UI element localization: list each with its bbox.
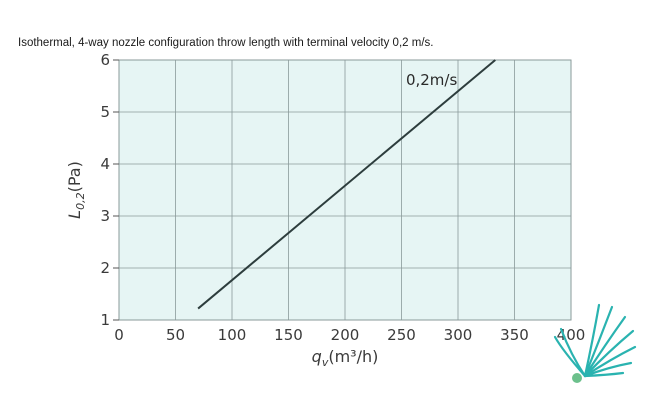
x-tick-label: 0 <box>114 326 124 344</box>
chart-title: Isothermal, 4-way nozzle configuration t… <box>18 37 434 49</box>
grid-lines <box>119 60 571 320</box>
x-tick-label: 300 <box>444 326 473 344</box>
y-axis-ticks: 1 2 3 4 5 6 <box>100 51 119 329</box>
x-axis-ticks: 0 50 100 150 200 250 300 350 400 <box>114 326 585 344</box>
y-tick-label: 1 <box>100 311 110 329</box>
y-axis-label: L0,2(Pa) <box>65 161 87 219</box>
x-tick-label: 150 <box>274 326 303 344</box>
y-tick-label: 2 <box>100 259 110 277</box>
y-tick-label: 5 <box>100 103 110 121</box>
y-tick-label: 4 <box>100 155 110 173</box>
nozzle-fan-logo-icon <box>553 303 637 383</box>
series-label: 0,2m/s <box>406 71 458 89</box>
x-tick-label: 250 <box>387 326 416 344</box>
series-lines: 0,2m/s <box>197 59 496 310</box>
x-axis-label: qv(m³/h) <box>312 347 379 369</box>
x-tick-label: 200 <box>331 326 360 344</box>
x-tick-label: 100 <box>218 326 247 344</box>
x-tick-label: 400 <box>557 326 586 344</box>
x-tick-label: 50 <box>166 326 185 344</box>
series-line-0-2ms <box>197 59 496 310</box>
y-tick-label: 6 <box>100 51 110 69</box>
y-tick-label: 3 <box>100 207 110 225</box>
x-tick-label: 350 <box>500 326 529 344</box>
